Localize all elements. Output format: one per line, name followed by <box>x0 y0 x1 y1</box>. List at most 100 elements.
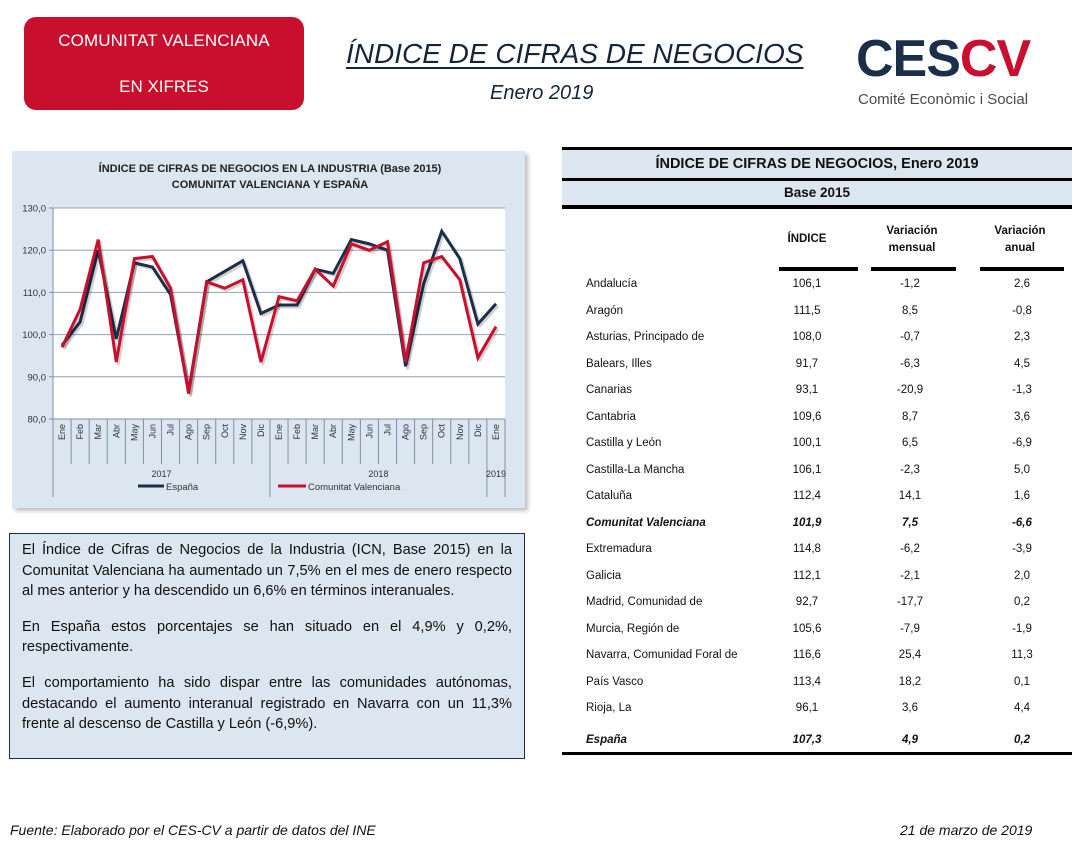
table-row: Aragón 111,5 8,5 -0,8 <box>562 299 1072 326</box>
row-var-anual: 2,0 <box>1014 569 1030 582</box>
x-tick-label: Dic <box>473 424 483 437</box>
row-indice: 91,7 <box>795 357 819 370</box>
x-tick-label: Jul <box>382 424 392 436</box>
x-tick-label: Ago <box>184 424 194 440</box>
row-var-mensual: -6,3 <box>900 357 920 370</box>
row-var-anual: -6,9 <box>1012 437 1032 449</box>
table-row: Andalucía 106,1 -1,2 2,6 <box>562 272 1072 299</box>
line-chart: ÍNDICE DE CIFRAS DE NEGOCIOS EN LA INDUS… <box>22 162 506 497</box>
y-tick-label: 100,0 <box>22 330 46 341</box>
row-name: Castilla-La Mancha <box>586 463 685 476</box>
row-var-mensual: 3,6 <box>902 702 918 714</box>
y-tick-label: 80,0 <box>28 415 47 426</box>
table-row: Balears, Illes 91,7 -6,3 4,5 <box>562 352 1072 379</box>
y-tick-label: 90,0 <box>28 372 47 383</box>
y-tick-label: 130,0 <box>22 204 46 215</box>
publication-date: 21 de marzo de 2019 <box>900 822 1033 838</box>
row-indice: 112,1 <box>793 569 821 582</box>
row-var-anual: -6,6 <box>1012 516 1032 529</box>
x-tick-label: Jun <box>147 424 157 439</box>
row-name: País Vasco <box>586 675 644 688</box>
row-name: Madrid, Comunidad de <box>586 596 703 608</box>
row-var-mensual: 8,5 <box>902 304 918 317</box>
col-underline-anual <box>980 267 1064 271</box>
plot-area <box>53 208 505 419</box>
row-var-mensual: -7,9 <box>900 622 920 635</box>
x-tick-label: Sep <box>419 424 429 440</box>
region-badge: COMUNITAT VALENCIANA EN XIFRES <box>24 17 304 110</box>
table-row: Madrid, Comunidad de 92,7 -17,7 0,2 <box>562 590 1072 617</box>
row-var-anual: -0,8 <box>1012 304 1032 317</box>
row-var-anual: 0,2 <box>1014 596 1030 608</box>
year-label: 2019 <box>486 469 506 479</box>
x-tick-label: May <box>346 424 356 442</box>
commentary-paragraph: En España estos porcentajes se han situa… <box>22 618 512 656</box>
row-indice: 112,4 <box>793 490 821 502</box>
chart-panel: ÍNDICE DE CIFRAS DE NEGOCIOS EN LA INDUS… <box>12 151 525 508</box>
x-tick-label: Sep <box>202 424 212 440</box>
x-tick-label: Feb <box>292 424 302 440</box>
x-tick-label: May <box>129 424 139 442</box>
row-var-anual: -1,9 <box>1012 622 1032 635</box>
row-var-anual: 4,5 <box>1014 357 1030 370</box>
row-indice: 114,8 <box>793 543 821 555</box>
y-tick-label: 110,0 <box>23 288 46 299</box>
row-var-anual: 0,2 <box>1014 733 1030 746</box>
row-var-mensual: 14,1 <box>898 490 922 502</box>
row-indice: 100,1 <box>792 437 822 449</box>
row-name: Cantabria <box>586 410 636 423</box>
table-row: Cantabria 109,6 8,7 3,6 <box>562 405 1072 432</box>
row-var-anual: 2,6 <box>1014 278 1030 290</box>
table-row: Murcia, Región de 105,6 -7,9 -1,9 <box>562 617 1072 644</box>
col-header-var-anual: Variación anual <box>983 223 1057 257</box>
row-indice: 101,9 <box>792 516 822 529</box>
table-title: ÍNDICE DE CIFRAS DE NEGOCIOS, Enero 2019 <box>562 147 1072 181</box>
row-name: Canarias <box>586 384 633 396</box>
row-var-mensual: -20,9 <box>896 384 924 396</box>
row-var-mensual: -6,2 <box>900 543 920 555</box>
row-var-mensual: 4,9 <box>902 733 918 746</box>
row-name: Navarra, Comunidad Foral de <box>586 649 738 661</box>
table-row: Galicia 112,1 -2,1 2,0 <box>562 564 1072 591</box>
row-name: Aragón <box>586 304 624 317</box>
row-indice: 106,1 <box>792 463 822 476</box>
row-name: Extremadura <box>586 543 652 555</box>
col-underline-indice <box>779 267 858 271</box>
row-var-mensual: 18,2 <box>898 675 922 688</box>
row-name: España <box>586 733 627 746</box>
table-row: Castilla y León 100,1 6,5 -6,9 <box>562 431 1072 458</box>
row-var-mensual: -1,2 <box>900 278 920 290</box>
x-tick-label: Ene <box>274 424 284 440</box>
logo-letters-red: CV <box>959 30 1031 88</box>
x-tick-label: Feb <box>75 424 85 440</box>
badge-line-1: COMUNITAT VALENCIANA <box>58 31 270 50</box>
row-var-mensual: -2,1 <box>900 569 920 582</box>
table-row: Comunitat Valenciana 101,9 7,5 -6,6 <box>562 511 1072 538</box>
col-header-var-mensual: Variación mensual <box>875 223 949 257</box>
cescv-logo: CESCV Comité Econòmic i Social <box>856 30 1071 110</box>
col-header-var-mensual-line2: mensual <box>888 242 936 254</box>
table-body: Andalucía 106,1 -1,2 2,6 Aragón 111,5 8,5 -0,8 A… <box>562 272 1072 723</box>
commentary-paragraph: El comportamiento ha sido dispar entre l… <box>22 674 512 733</box>
row-name: Galicia <box>586 569 622 582</box>
row-indice: 111,5 <box>793 304 821 317</box>
row-var-anual: 2,3 <box>1014 331 1030 343</box>
col-header-var-mensual-line1: Variación <box>886 225 938 237</box>
x-tick-label: Ene <box>57 424 67 440</box>
table-row-total: España 107,3 4,9 0,2 <box>562 723 1072 755</box>
col-header-indice: ÍNDICE <box>787 233 827 245</box>
row-name: Rioja, La <box>586 702 632 714</box>
source-note: Fuente: Elaborado por el CES-CV a partir… <box>10 822 376 838</box>
col-header-var-anual-line1: Variación <box>994 225 1046 237</box>
row-indice: 116,6 <box>793 649 821 661</box>
x-tick-label: Oct <box>437 424 447 439</box>
x-tick-label: Jul <box>166 424 176 436</box>
row-var-mensual: 6,5 <box>902 437 918 449</box>
x-tick-label: Abr <box>328 424 338 438</box>
row-var-mensual: -0,7 <box>900 331 920 343</box>
badge-line-2: EN XIFRES <box>119 77 209 96</box>
row-var-mensual: -2,3 <box>900 463 920 476</box>
row-var-anual: 11,3 <box>1011 649 1033 661</box>
row-var-mensual: -17,7 <box>896 596 924 608</box>
row-var-mensual: 7,5 <box>902 516 918 529</box>
